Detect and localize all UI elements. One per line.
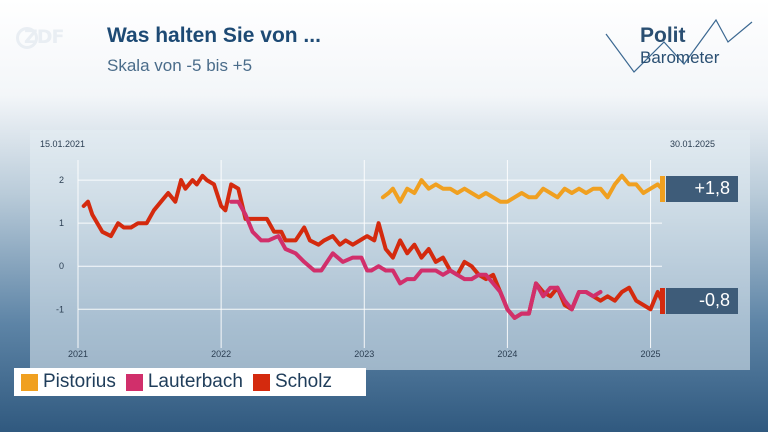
scholz-callout-label: -0,8 — [698, 290, 730, 311]
end-date-label: 30.01.2025 — [670, 139, 716, 149]
series-line-pistorius — [380, 173, 664, 204]
legend-swatch-lauterbach — [125, 373, 143, 391]
x-tick-label: 2021 — [68, 349, 88, 359]
series-line-lauterbach — [229, 199, 603, 320]
page-title: Was halten Sie von ... — [107, 24, 321, 47]
series-line-scholz — [81, 173, 664, 320]
start-date-label: 15.01.2021 — [40, 139, 86, 149]
politbarometer-zigzag-icon — [605, 18, 753, 73]
chart-legend: Pistorius Lauterbach Scholz — [14, 368, 366, 396]
legend-item-lauterbach: Lauterbach — [125, 371, 243, 393]
x-tick-label: 2022 — [211, 349, 231, 359]
logo-text-polit: Polit — [640, 24, 686, 47]
legend-swatch-pistorius — [21, 373, 38, 391]
pistorius-callout-label: +1,8 — [694, 178, 730, 199]
zdf-logo: ZDF — [16, 26, 65, 49]
pistorius-callout-marker — [660, 175, 665, 202]
legend-swatch-scholz — [252, 373, 270, 391]
y-tick-label: 2 — [59, 175, 64, 185]
y-tick-label: -1 — [56, 304, 64, 314]
pistorius-value-callout: +1,8 — [660, 175, 738, 202]
y-tick-label: 1 — [59, 218, 64, 228]
x-tick-label: 2025 — [641, 349, 661, 359]
x-tick-label: 2023 — [354, 349, 374, 359]
x-tick-label: 2024 — [497, 349, 517, 359]
legend-item-pistorius: Pistorius — [21, 371, 116, 393]
logo-text-barometer: Barometer — [640, 48, 720, 67]
legend-item-scholz: Scholz — [252, 371, 332, 393]
page-subtitle: Skala von -5 bis +5 — [107, 56, 253, 75]
y-tick-label: 0 — [59, 261, 64, 271]
legend-label-lauterbach: Lauterbach — [147, 371, 243, 392]
legend-label-pistorius: Pistorius — [43, 371, 116, 392]
chart-panel — [30, 130, 750, 370]
scholz-callout-marker — [660, 287, 665, 314]
scholz-value-callout: -0,8 — [660, 287, 738, 314]
politbarometer-logo: Polit Barometer — [604, 14, 756, 74]
legend-label-scholz: Scholz — [274, 371, 332, 392]
